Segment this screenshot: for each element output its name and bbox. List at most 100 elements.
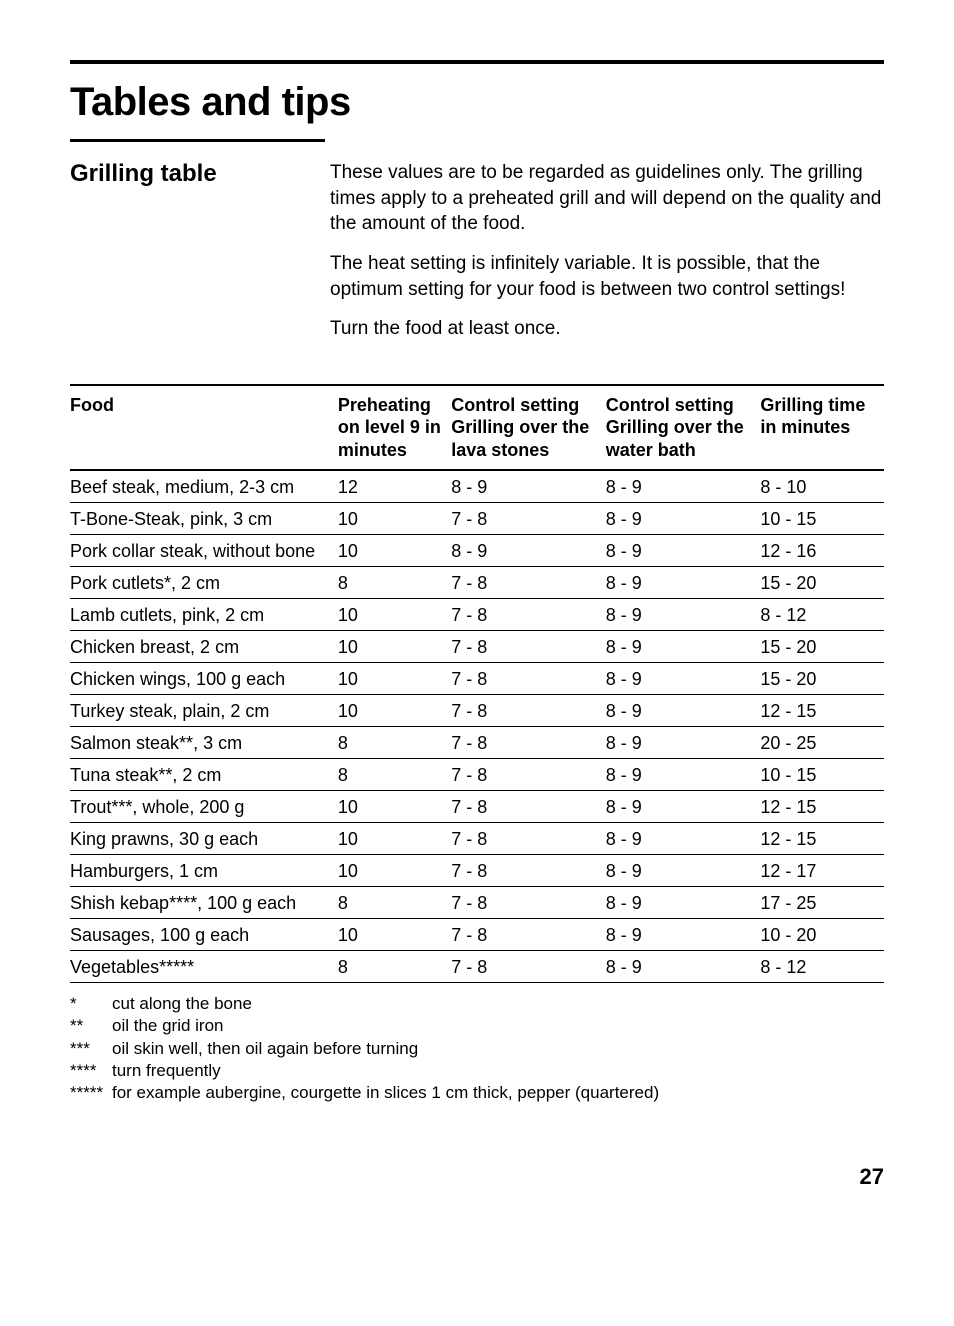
cell-preheat: 8 bbox=[338, 567, 451, 599]
cell-water: 8 - 9 bbox=[606, 823, 761, 855]
cell-water: 8 - 9 bbox=[606, 695, 761, 727]
cell-food: King prawns, 30 g each bbox=[70, 823, 338, 855]
cell-lava: 7 - 8 bbox=[451, 919, 606, 951]
footnote: **oil the grid iron bbox=[70, 1015, 884, 1037]
footnote-text: oil skin well, then oil again before tur… bbox=[112, 1038, 418, 1060]
table-row: Chicken wings, 100 g each107 - 88 - 915 … bbox=[70, 663, 884, 695]
table-row: Chicken breast, 2 cm107 - 88 - 915 - 20 bbox=[70, 631, 884, 663]
section-grilling-table: Grilling table These values are to be re… bbox=[70, 160, 884, 356]
footnote-text: oil the grid iron bbox=[112, 1015, 224, 1037]
cell-food: T-Bone-Steak, pink, 3 cm bbox=[70, 503, 338, 535]
footnote-mark: *** bbox=[70, 1038, 112, 1060]
cell-water: 8 - 9 bbox=[606, 599, 761, 631]
cell-water: 8 - 9 bbox=[606, 727, 761, 759]
cell-food: Chicken breast, 2 cm bbox=[70, 631, 338, 663]
cell-food: Pork cutlets*, 2 cm bbox=[70, 567, 338, 599]
table-row: Beef steak, medium, 2-3 cm128 - 98 - 98 … bbox=[70, 470, 884, 503]
cell-water: 8 - 9 bbox=[606, 887, 761, 919]
cell-preheat: 10 bbox=[338, 631, 451, 663]
table-row: Trout***, whole, 200 g107 - 88 - 912 - 1… bbox=[70, 791, 884, 823]
footnote-mark: * bbox=[70, 993, 112, 1015]
cell-preheat: 8 bbox=[338, 951, 451, 983]
cell-preheat: 10 bbox=[338, 503, 451, 535]
table-row: T-Bone-Steak, pink, 3 cm107 - 88 - 910 -… bbox=[70, 503, 884, 535]
cell-water: 8 - 9 bbox=[606, 503, 761, 535]
table-row: King prawns, 30 g each107 - 88 - 912 - 1… bbox=[70, 823, 884, 855]
cell-time: 15 - 20 bbox=[760, 567, 884, 599]
cell-water: 8 - 9 bbox=[606, 919, 761, 951]
grilling-table: Food Preheating on level 9 in minutes Co… bbox=[70, 384, 884, 984]
cell-time: 12 - 17 bbox=[760, 855, 884, 887]
cell-time: 12 - 15 bbox=[760, 823, 884, 855]
cell-lava: 7 - 8 bbox=[451, 791, 606, 823]
table-row: Lamb cutlets, pink, 2 cm107 - 88 - 98 - … bbox=[70, 599, 884, 631]
cell-lava: 8 - 9 bbox=[451, 470, 606, 503]
cell-preheat: 10 bbox=[338, 535, 451, 567]
table-row: Pork cutlets*, 2 cm87 - 88 - 915 - 20 bbox=[70, 567, 884, 599]
cell-lava: 7 - 8 bbox=[451, 503, 606, 535]
cell-lava: 7 - 8 bbox=[451, 951, 606, 983]
cell-time: 10 - 15 bbox=[760, 759, 884, 791]
footnote-mark: **** bbox=[70, 1060, 112, 1082]
cell-preheat: 10 bbox=[338, 599, 451, 631]
cell-time: 8 - 12 bbox=[760, 599, 884, 631]
cell-food: Pork collar steak, without bone bbox=[70, 535, 338, 567]
cell-lava: 7 - 8 bbox=[451, 695, 606, 727]
cell-lava: 7 - 8 bbox=[451, 855, 606, 887]
cell-lava: 7 - 8 bbox=[451, 727, 606, 759]
cell-preheat: 10 bbox=[338, 855, 451, 887]
cell-time: 8 - 12 bbox=[760, 951, 884, 983]
cell-water: 8 - 9 bbox=[606, 951, 761, 983]
cell-lava: 7 - 8 bbox=[451, 663, 606, 695]
cell-water: 8 - 9 bbox=[606, 470, 761, 503]
cell-lava: 7 - 8 bbox=[451, 887, 606, 919]
section-heading: Grilling table bbox=[70, 160, 330, 188]
cell-preheat: 10 bbox=[338, 791, 451, 823]
page-number: 27 bbox=[70, 1164, 884, 1190]
cell-food: Chicken wings, 100 g each bbox=[70, 663, 338, 695]
cell-food: Turkey steak, plain, 2 cm bbox=[70, 695, 338, 727]
cell-lava: 7 - 8 bbox=[451, 759, 606, 791]
top-rule bbox=[70, 60, 884, 64]
cell-lava: 7 - 8 bbox=[451, 567, 606, 599]
intro-paragraph-2: The heat setting is infinitely variable.… bbox=[330, 251, 884, 302]
col-header-water: Control setting Grilling over the water … bbox=[606, 385, 761, 471]
cell-water: 8 - 9 bbox=[606, 791, 761, 823]
page-title: Tables and tips bbox=[70, 80, 884, 125]
cell-water: 8 - 9 bbox=[606, 631, 761, 663]
cell-time: 12 - 15 bbox=[760, 695, 884, 727]
footnote-text: cut along the bone bbox=[112, 993, 252, 1015]
footnote-mark: ** bbox=[70, 1015, 112, 1037]
table-row: Turkey steak, plain, 2 cm107 - 88 - 912 … bbox=[70, 695, 884, 727]
title-underline bbox=[70, 139, 325, 142]
cell-food: Vegetables***** bbox=[70, 951, 338, 983]
cell-food: Sausages, 100 g each bbox=[70, 919, 338, 951]
cell-food: Tuna steak**, 2 cm bbox=[70, 759, 338, 791]
cell-time: 15 - 20 bbox=[760, 663, 884, 695]
footnote-mark: ***** bbox=[70, 1082, 112, 1104]
table-row: Hamburgers, 1 cm107 - 88 - 912 - 17 bbox=[70, 855, 884, 887]
cell-preheat: 12 bbox=[338, 470, 451, 503]
cell-water: 8 - 9 bbox=[606, 535, 761, 567]
cell-preheat: 8 bbox=[338, 759, 451, 791]
footnote: *****for example aubergine, courgette in… bbox=[70, 1082, 884, 1104]
cell-preheat: 10 bbox=[338, 919, 451, 951]
cell-food: Salmon steak**, 3 cm bbox=[70, 727, 338, 759]
footnotes: *cut along the bone**oil the grid iron**… bbox=[70, 993, 884, 1103]
cell-preheat: 10 bbox=[338, 663, 451, 695]
table-header-row: Food Preheating on level 9 in minutes Co… bbox=[70, 385, 884, 471]
cell-time: 12 - 15 bbox=[760, 791, 884, 823]
footnote-text: turn frequently bbox=[112, 1060, 221, 1082]
intro-paragraph-1: These values are to be regarded as guide… bbox=[330, 160, 884, 237]
table-row: Sausages, 100 g each107 - 88 - 910 - 20 bbox=[70, 919, 884, 951]
cell-time: 10 - 15 bbox=[760, 503, 884, 535]
table-row: Shish kebap****, 100 g each87 - 88 - 917… bbox=[70, 887, 884, 919]
col-header-time: Grilling time in minutes bbox=[760, 385, 884, 471]
cell-time: 10 - 20 bbox=[760, 919, 884, 951]
footnote: ***oil skin well, then oil again before … bbox=[70, 1038, 884, 1060]
cell-lava: 7 - 8 bbox=[451, 631, 606, 663]
footnote-text: for example aubergine, courgette in slic… bbox=[112, 1082, 659, 1104]
cell-time: 12 - 16 bbox=[760, 535, 884, 567]
cell-lava: 7 - 8 bbox=[451, 823, 606, 855]
table-row: Tuna steak**, 2 cm87 - 88 - 910 - 15 bbox=[70, 759, 884, 791]
